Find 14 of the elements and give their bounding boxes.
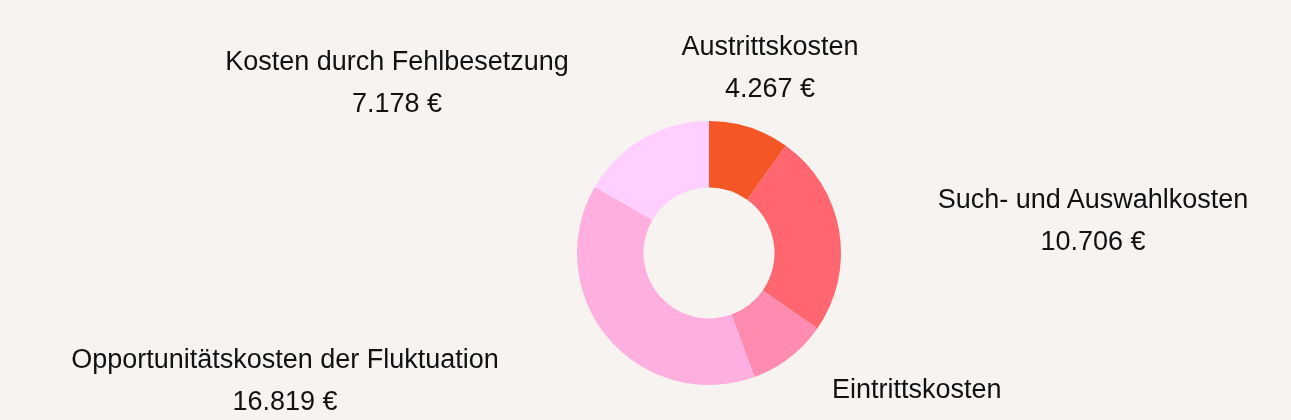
slice-label: Opportunitätskosten der Fluktuation bbox=[71, 344, 499, 374]
donut-slice bbox=[731, 290, 818, 377]
data-label: 16.819 € bbox=[232, 386, 338, 416]
slice-label: Eintrittskosten bbox=[832, 374, 1002, 404]
data-label: 4.267 € bbox=[724, 73, 816, 103]
donut-slice bbox=[594, 121, 709, 221]
slice-label: Such- und Auswahlkosten bbox=[937, 184, 1249, 214]
donut-slice bbox=[747, 145, 841, 329]
slice-label: Austrittskosten bbox=[681, 31, 859, 61]
slice-label: Kosten durch Fehlbesetzung bbox=[225, 46, 569, 76]
data-label: 7.178 € bbox=[351, 88, 443, 118]
data-label: 10.706 € bbox=[1040, 226, 1146, 256]
donut-slice bbox=[709, 121, 786, 200]
donut-slice bbox=[577, 186, 755, 385]
